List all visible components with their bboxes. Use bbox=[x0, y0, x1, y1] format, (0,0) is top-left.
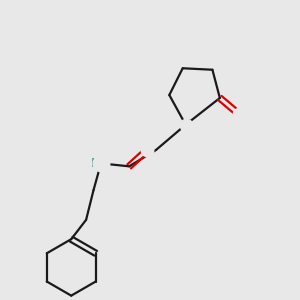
Text: O: O bbox=[142, 143, 152, 157]
Text: O: O bbox=[234, 108, 244, 121]
Text: NH: NH bbox=[91, 157, 111, 170]
Text: N: N bbox=[181, 118, 190, 131]
